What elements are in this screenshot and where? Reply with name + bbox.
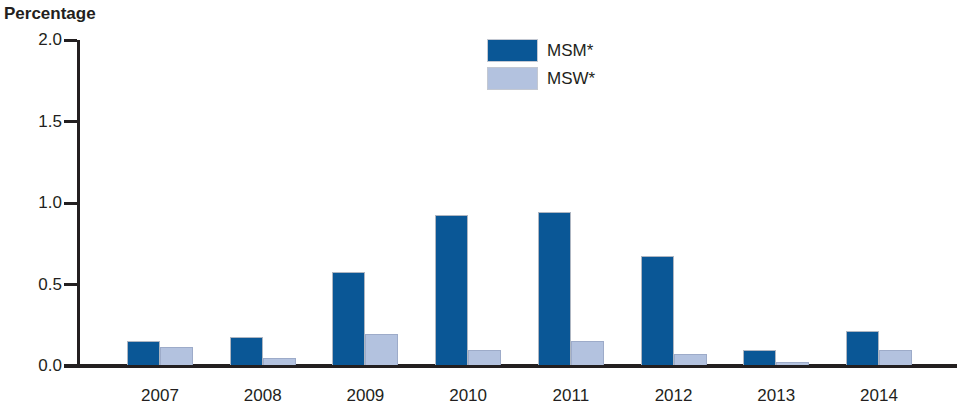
x-label-2013: 2013: [734, 386, 818, 406]
y-tick-label: 1.0: [18, 193, 62, 213]
bar-msw-2013: [776, 362, 809, 365]
x-label-2007: 2007: [118, 386, 202, 406]
x-label-2012: 2012: [632, 386, 716, 406]
legend: MSM* MSW*: [487, 39, 595, 95]
y-axis-line: [77, 40, 80, 368]
bar-msm-2014: [846, 331, 879, 365]
bar-msm-2011: [538, 212, 571, 365]
legend-label: MSM*: [547, 41, 593, 61]
legend-label: MSW*: [547, 69, 595, 89]
y-tick-label: 1.5: [18, 112, 62, 132]
bar-msw-2007: [160, 347, 193, 365]
bar-msw-2009: [365, 334, 398, 365]
bar-msm-2007: [127, 341, 160, 365]
bar-msw-2014: [879, 350, 912, 365]
legend-item-msm: MSM*: [487, 39, 595, 62]
bar-msw-2012: [674, 354, 707, 365]
y-tick: [64, 120, 77, 123]
bar-msw-2010: [468, 350, 501, 365]
bar-msm-2008: [230, 337, 263, 365]
bar-msm-2009: [332, 272, 365, 365]
y-tick: [64, 202, 77, 205]
legend-swatch: [487, 67, 538, 90]
bar-msm-2010: [435, 215, 468, 365]
y-tick: [64, 283, 77, 286]
y-axis-title: Percentage: [4, 4, 96, 24]
bar-chart: Percentage 0.0 0.5 1.0 1.5 2.0 2007 2008 2009 20…: [0, 0, 960, 416]
y-tick: [64, 39, 77, 42]
legend-swatch: [487, 39, 538, 62]
legend-item-msw: MSW*: [487, 67, 595, 90]
y-tick-label: 2.0: [18, 30, 62, 50]
bar-msm-2013: [743, 350, 776, 365]
y-tick-label: 0.5: [18, 275, 62, 295]
x-label-2008: 2008: [221, 386, 305, 406]
bar-msw-2008: [263, 358, 296, 365]
y-tick-label: 0.0: [18, 356, 62, 376]
x-label-2014: 2014: [837, 386, 921, 406]
x-axis-line: [64, 364, 957, 368]
x-label-2010: 2010: [426, 386, 510, 406]
bar-msm-2012: [641, 256, 674, 365]
x-label-2011: 2011: [529, 386, 613, 406]
x-label-2009: 2009: [323, 386, 407, 406]
bar-msw-2011: [571, 341, 604, 365]
